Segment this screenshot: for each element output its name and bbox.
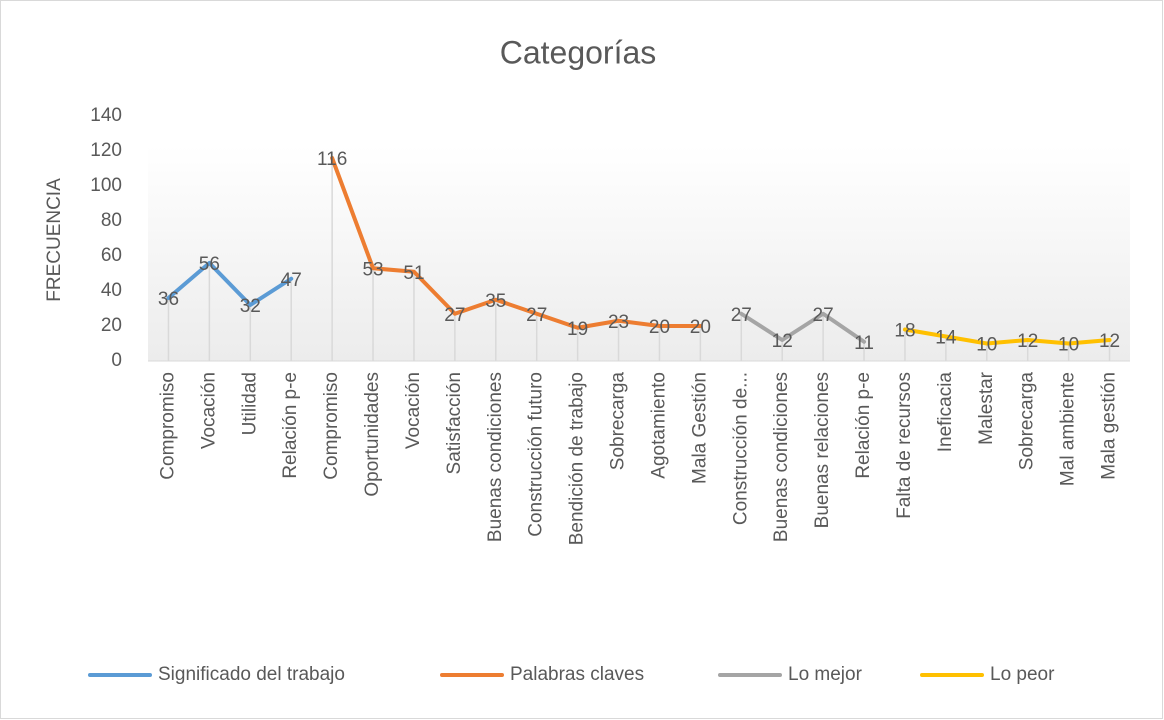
x-tick-label: Falta de recursos <box>894 372 915 519</box>
legend-label: Lo peor <box>990 664 1055 685</box>
data-label: 10 <box>1058 335 1079 356</box>
series-line <box>739 311 867 344</box>
data-label: 35 <box>485 291 506 312</box>
data-label: 27 <box>444 305 465 326</box>
data-label: 11 <box>854 333 874 354</box>
x-tick-label: Mala gestión <box>1099 372 1120 480</box>
y-tick-label: 60 <box>101 245 122 266</box>
data-label: 32 <box>240 296 261 317</box>
y-axis-title: FRECUENCIA <box>44 178 65 302</box>
data-label: 23 <box>608 312 629 333</box>
data-label: 27 <box>813 305 834 326</box>
x-tick-label: Bendición de trabajo <box>567 372 588 545</box>
x-tick-label: Relación p-e <box>853 372 874 479</box>
x-tick-label: Buenas relaciones <box>812 372 833 528</box>
data-label: 12 <box>1099 331 1120 352</box>
y-tick-label: 140 <box>90 105 122 126</box>
series-line <box>330 156 703 330</box>
x-tick-label: Buenas condiciones <box>485 372 506 542</box>
data-label: 20 <box>690 317 711 338</box>
y-tick-label: 0 <box>111 350 122 371</box>
x-tick-label: Sobrecarga <box>1017 372 1038 471</box>
legend-label: Lo mejor <box>788 664 863 685</box>
data-label: 47 <box>281 270 302 291</box>
plot-background <box>148 145 1130 361</box>
x-tick-label: Mal ambiente <box>1058 372 1079 486</box>
data-label: 36 <box>158 289 179 310</box>
data-label: 19 <box>567 319 588 340</box>
data-label: 10 <box>976 335 997 356</box>
data-label: 51 <box>403 263 424 284</box>
y-tick-label: 20 <box>101 315 122 336</box>
data-label: 27 <box>526 305 547 326</box>
x-tick-label: Utilidad <box>239 372 260 435</box>
chart-title: Categorías <box>500 34 657 70</box>
y-tick-label: 80 <box>101 210 122 231</box>
x-tick-label: Ineficacia <box>935 372 956 453</box>
legend-label: Significado del trabajo <box>158 664 345 685</box>
x-tick-label: Malestar <box>976 371 997 445</box>
series-line <box>166 261 294 307</box>
x-tick-label: Vocación <box>403 372 424 449</box>
data-label: 18 <box>894 321 915 342</box>
x-tick-label: Sobrecarga <box>608 372 629 471</box>
data-label: 116 <box>317 149 347 170</box>
data-label: 53 <box>362 259 383 280</box>
x-tick-label: Construcción de... <box>730 372 751 525</box>
x-tick-label: Compromiso <box>321 372 342 480</box>
x-tick-label: Oportunidades <box>362 372 383 497</box>
x-tick-label: Compromiso <box>157 372 178 480</box>
data-label: 12 <box>772 331 793 352</box>
x-tick-label: Satisfacción <box>444 372 465 474</box>
series-line <box>902 327 1112 346</box>
data-label: 27 <box>731 305 752 326</box>
y-tick-label: 40 <box>101 280 122 301</box>
data-label: 14 <box>935 328 957 349</box>
data-label: 12 <box>1017 331 1038 352</box>
x-tick-label: Mala Gestión <box>689 372 710 484</box>
data-label: 56 <box>199 254 220 275</box>
x-tick-label: Relación p-e <box>280 372 301 479</box>
x-tick-label: Agotamiento <box>648 372 669 479</box>
x-tick-label: Construcción futuro <box>526 372 547 537</box>
y-tick-label: 120 <box>90 140 122 161</box>
y-tick-label: 100 <box>90 175 122 196</box>
data-label: 20 <box>649 317 670 338</box>
x-tick-label: Buenas condiciones <box>771 372 792 542</box>
x-tick-label: Vocación <box>198 372 219 449</box>
legend-label: Palabras claves <box>510 664 644 685</box>
